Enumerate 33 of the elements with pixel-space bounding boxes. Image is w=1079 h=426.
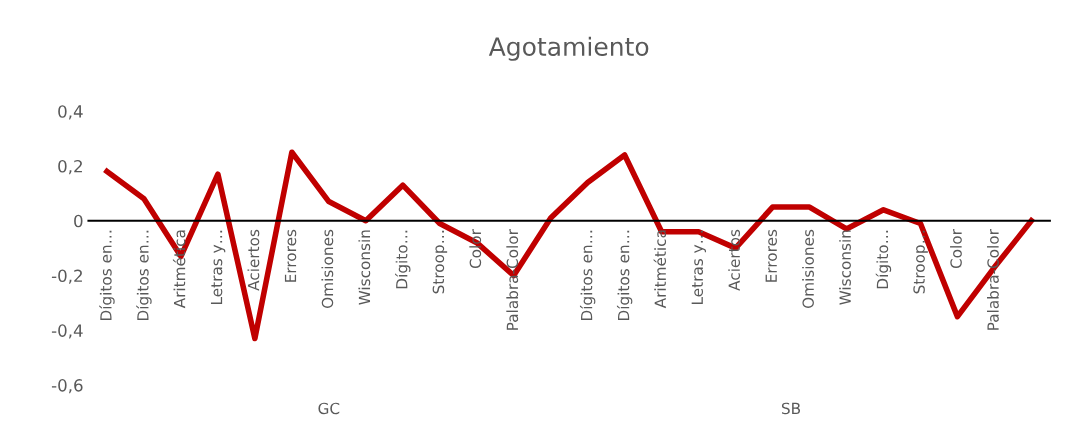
y-tick-label: 0 [74, 214, 83, 228]
x-tick-label: Letras y… [691, 230, 706, 304]
x-tick-label: Color [469, 229, 482, 269]
x-tick-label: Dígitos en… [579, 230, 596, 321]
x-tick-label: Wisconsin [839, 230, 851, 305]
x-tick-label: Aciertos [247, 229, 260, 291]
x-tick-label: Letras y… [210, 230, 226, 304]
x-tick-label: Dígitos en… [616, 230, 633, 321]
x-tick-label: Aritmética [172, 230, 186, 309]
y-tick-label: -0,4 [51, 324, 83, 339]
x-tick-label: Wisconsin [358, 230, 371, 305]
x-tick-label: Dígito… [395, 230, 411, 289]
y-tick-label: -0,6 [51, 379, 83, 394]
x-tick-label: Errores [284, 229, 297, 282]
chart-title: Agotamiento [488, 36, 649, 61]
y-tick-label: 0,2 [58, 159, 82, 175]
x-tick-label: Omisiones [802, 229, 814, 308]
text: SB [781, 402, 801, 415]
x-tick-label: Dígito… [875, 230, 892, 289]
x-tick-label: Stroop… [913, 230, 928, 294]
x-tick-label: Aritmética [653, 230, 667, 309]
y-tick-label: -0,2 [51, 269, 82, 284]
x-tick-label: Dígitos en… [99, 230, 115, 321]
x-tick-label: Omisiones [321, 229, 334, 308]
y-tick-label: 0,4 [58, 105, 83, 120]
x-tick-label: Palabra-Color [506, 229, 519, 330]
x-tick-label: Errores [765, 229, 777, 282]
x-tick-label: Aciertos [728, 229, 740, 291]
x-tick-label: Palabra-Color [987, 229, 999, 330]
x-tick-label: Dígitos en… [136, 230, 152, 321]
text: GC [318, 402, 340, 415]
x-tick-label: Color [950, 229, 962, 269]
x-tick-label: Stroop… [432, 230, 448, 294]
